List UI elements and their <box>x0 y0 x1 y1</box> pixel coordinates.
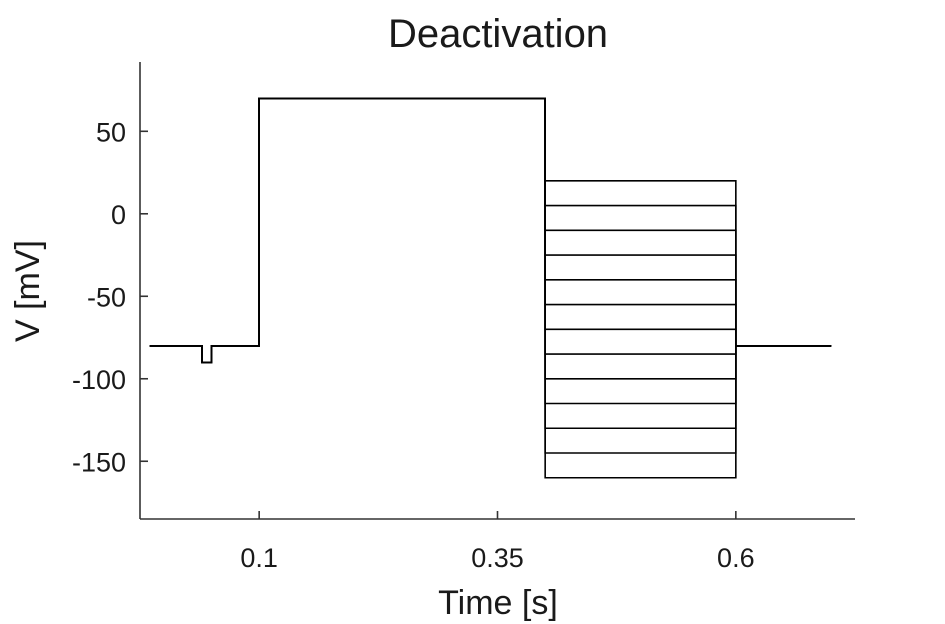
x-axis-label: Time [s] <box>438 584 558 622</box>
x-tick-label: 0.1 <box>240 543 278 573</box>
chart-title: Deactivation <box>388 12 608 56</box>
y-tick-label: -150 <box>72 447 126 477</box>
voltage-trace <box>149 97 832 454</box>
voltage-traces <box>149 97 832 479</box>
voltage-trace <box>149 97 832 380</box>
voltage-trace <box>149 97 832 364</box>
x-tick-label: 0.6 <box>717 543 755 573</box>
y-tick-label: 0 <box>111 200 126 230</box>
voltage-trace <box>149 97 832 479</box>
axes <box>139 62 855 520</box>
y-tick-label: -100 <box>72 365 126 395</box>
y-axis-label: V [mV] <box>9 240 47 342</box>
y-tick-label: 50 <box>96 117 126 147</box>
y-tick-label: -50 <box>87 282 126 312</box>
x-tick-label: 0.35 <box>471 543 524 573</box>
ticks: 0.1 0.35 0.6 50 0 -50 -100 -150 <box>72 117 755 573</box>
voltage-trace <box>149 97 832 405</box>
